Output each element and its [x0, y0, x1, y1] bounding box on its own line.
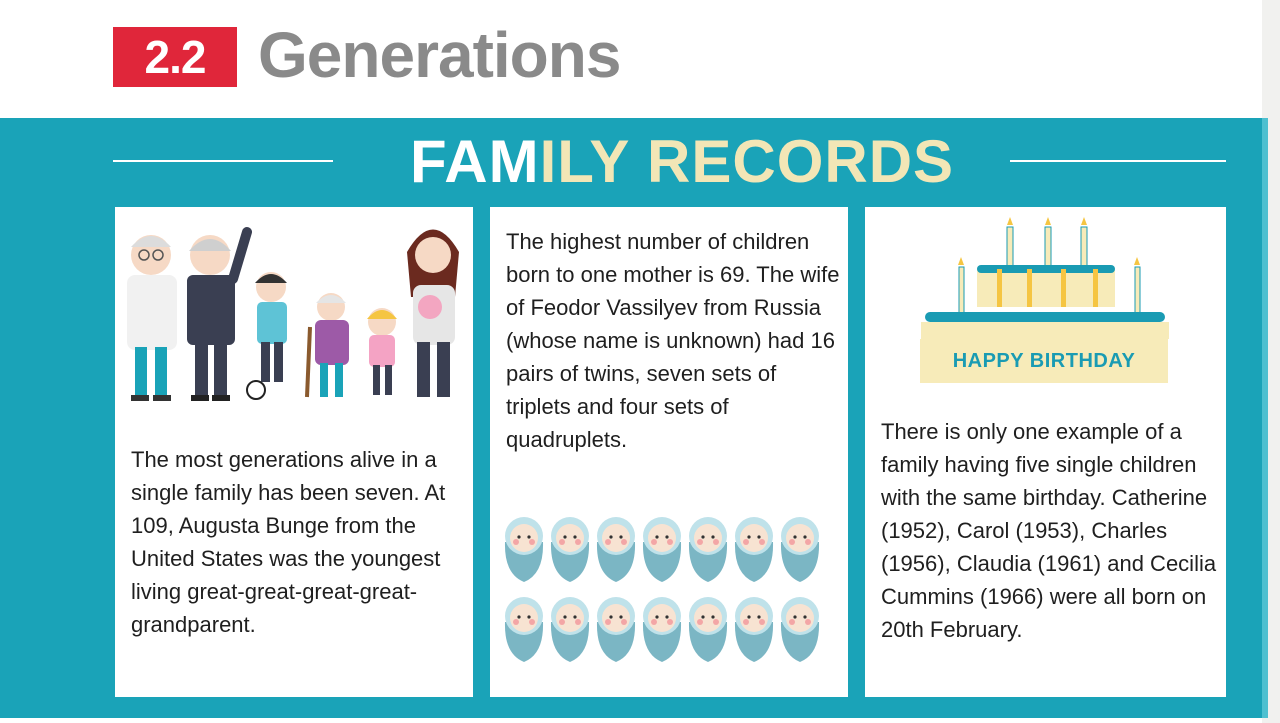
babies-illustration — [504, 517, 820, 662]
birthday-card: HAPPY BIRTHDAY There is only one example… — [865, 207, 1226, 697]
generations-card: The most generations alive in a single f… — [115, 207, 473, 697]
birthday-text: There is only one example of a family ha… — [881, 419, 1217, 642]
baby-icon-row-1 — [504, 517, 820, 582]
family-illustration-icon — [127, 227, 459, 401]
section-number-badge: 2.2 — [113, 27, 237, 87]
happy-birthday-label: HAPPY BIRTHDAY — [952, 349, 1136, 372]
children-text: The highest number of children born to o… — [506, 229, 840, 452]
baby-icon-row-2 — [504, 597, 820, 662]
section-title: Generations — [258, 19, 621, 91]
family-records-panel: FAMILY RECORDS — [0, 118, 1262, 718]
page-gutter — [1262, 0, 1280, 723]
title-rule-left — [113, 160, 333, 162]
page-header: 2.2 Generations — [0, 0, 1280, 118]
family-records-title: FAMILY RECORDS — [372, 127, 992, 196]
bottom-margin — [0, 718, 1262, 723]
title-rule-right — [1010, 160, 1226, 162]
generations-text: The most generations alive in a single f… — [131, 447, 446, 637]
title-part-cream: ILY RECORDS — [539, 128, 955, 195]
title-part-white: FAM — [409, 128, 540, 195]
cake-label-plate: HAPPY BIRTHDAY — [920, 339, 1168, 383]
gutter-band — [1262, 118, 1268, 718]
birthday-cake-icon — [921, 217, 1169, 339]
children-card: The highest number of children born to o… — [490, 207, 848, 697]
